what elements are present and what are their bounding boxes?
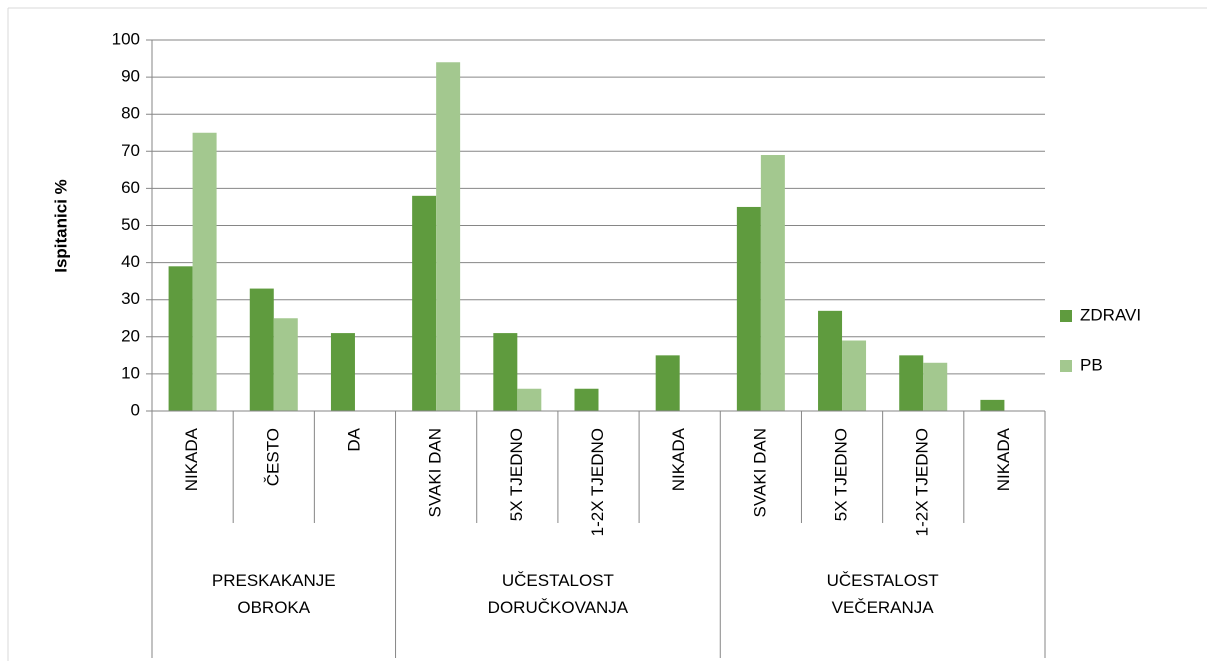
- bar: [842, 340, 867, 411]
- bar: [192, 132, 217, 411]
- y-tick-label: 60: [121, 178, 140, 197]
- bar: [330, 333, 355, 411]
- bar: [249, 288, 274, 411]
- y-tick-label: 50: [121, 215, 140, 234]
- bar: [574, 388, 599, 411]
- bar: [655, 355, 680, 411]
- y-tick-label: 40: [121, 252, 140, 271]
- x-tick-label: 1-2X TJEDNO: [913, 428, 932, 536]
- x-tick-label: NIKADA: [994, 427, 1013, 491]
- x-tick-label: DA: [344, 427, 363, 451]
- bar: [493, 333, 518, 411]
- legend-label: PB: [1080, 355, 1103, 374]
- y-tick-label: 0: [131, 400, 140, 419]
- bar: [736, 206, 761, 411]
- y-tick-label: 30: [121, 289, 140, 308]
- legend-swatch: [1060, 310, 1072, 322]
- bar: [412, 195, 437, 411]
- legend-swatch: [1060, 360, 1072, 372]
- x-tick-label: SVAKI DAN: [426, 428, 445, 517]
- x-tick-label: NIKADA: [669, 427, 688, 491]
- x-tick-label: ČESTO: [263, 428, 282, 486]
- y-axis-label: Ispitanici %: [51, 179, 70, 273]
- group-label: PRESKAKANJE OBROKA: [211, 571, 336, 617]
- x-tick-label: NIKADA: [182, 427, 201, 491]
- y-tick-label: 70: [121, 141, 140, 160]
- bar: [923, 362, 948, 411]
- x-tick-label: 5X TJEDNO: [507, 428, 526, 521]
- bar: [899, 355, 924, 411]
- y-tick-label: 100: [112, 29, 140, 48]
- y-tick-label: 80: [121, 104, 140, 123]
- bar: [273, 318, 298, 411]
- bar: [760, 155, 785, 411]
- x-tick-label: 5X TJEDNO: [832, 428, 851, 521]
- legend-label: ZDRAVI: [1080, 305, 1141, 324]
- x-tick-label: 1-2X TJEDNO: [588, 428, 607, 536]
- bar: [436, 62, 461, 411]
- group-label: UČESTALOST VEČERANJA: [826, 571, 939, 617]
- y-tick-label: 10: [121, 363, 140, 382]
- y-tick-label: 20: [121, 326, 140, 345]
- group-label: UČESTALOST DORUČKOVANJA: [487, 571, 629, 617]
- bar: [517, 388, 542, 411]
- bar: [168, 266, 193, 411]
- x-tick-label: SVAKI DAN: [750, 428, 769, 517]
- bar: [980, 399, 1005, 411]
- y-tick-label: 90: [121, 67, 140, 86]
- bar: [818, 310, 843, 411]
